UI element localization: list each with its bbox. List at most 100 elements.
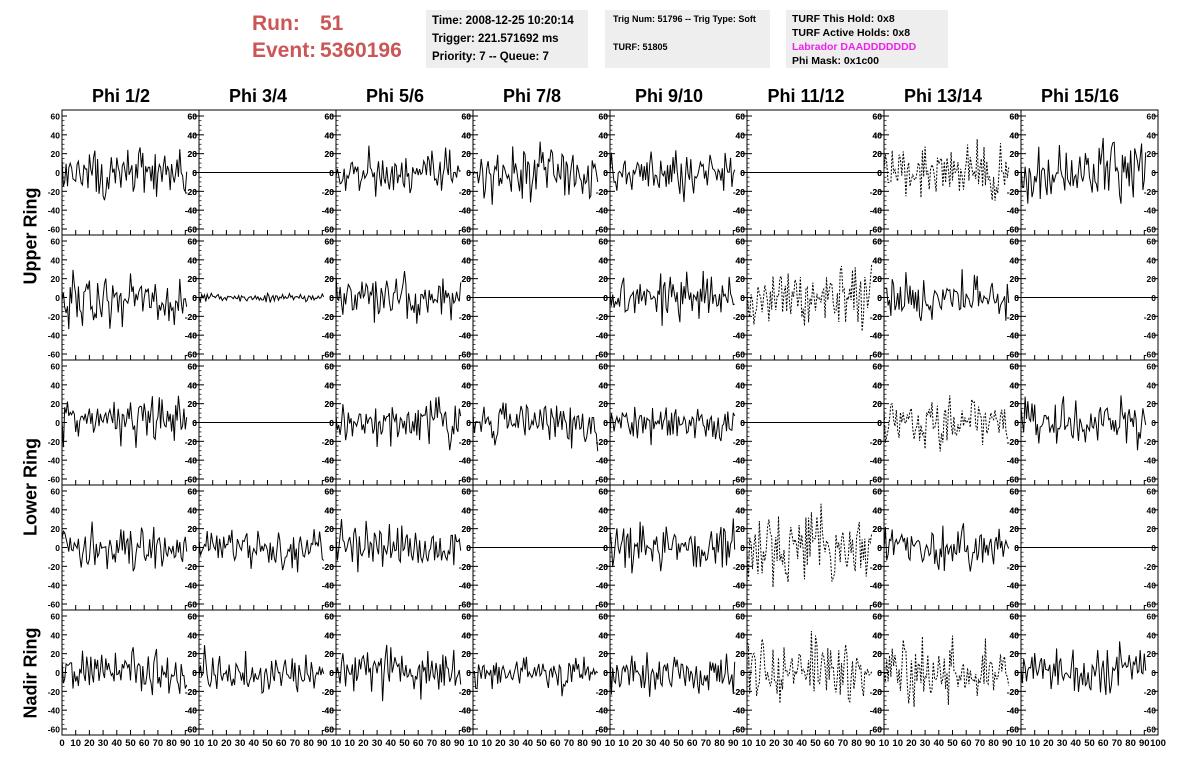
y-tick-label: 20 [325,399,335,409]
x-tick-label: 10 [344,738,355,749]
y-tick-label: 40 [462,130,472,140]
y-tick-label: 0 [466,168,471,178]
y-tick-label: 20 [873,274,883,284]
y-tick-label: 60 [1147,362,1157,372]
y-tick-label: 60 [873,112,883,122]
y-tick-label: -40 [48,706,61,716]
panel-r2-c1: -60 -60 -40 -40 -20 -20 0 0 20 20 40 40 60 60 [185,359,337,486]
y-tick-label: -60 [870,725,883,735]
y-tick-label: 40 [325,255,335,265]
x-tick-label: 40 [1071,738,1082,749]
y-tick-label: 20 [462,649,472,659]
y-tick-label: -60 [459,350,472,360]
run-label: Run: [252,12,300,35]
y-tick-label: -40 [459,206,472,216]
y-tick-label: 40 [51,380,61,390]
y-tick-label: -60 [1007,600,1020,610]
x-tick-label: 80 [714,738,725,749]
y-tick-label: -40 [185,706,198,716]
y-tick-label: 0 [1014,543,1019,553]
y-tick-label: 60 [462,237,472,247]
y-tick-label: 40 [1147,630,1157,640]
y-tick-label: -60 [48,600,61,610]
y-tick-label: -40 [322,456,335,466]
y-tick-label: 40 [188,630,198,640]
x-tick-label: 90 [317,738,328,749]
y-tick-label: -60 [459,475,472,485]
y-tick-label: -20 [459,437,472,447]
y-tick-label: 0 [740,668,745,678]
y-tick-label: -40 [1007,456,1020,466]
y-tick-label: -20 [733,312,746,322]
y-tick-label: -20 [459,687,472,697]
y-tick-label: 60 [599,362,609,372]
y-tick-label: 0 [603,168,608,178]
y-tick-label: 0 [740,668,745,678]
panel-r1-c3: -60 -60 -40 -40 -20 -20 0 0 20 20 40 40 60 60 [459,234,611,361]
y-tick-label: -60 [1007,225,1020,235]
y-tick-label: -20 [48,437,61,447]
panel-frame [198,484,337,611]
y-tick-label: -20 [870,562,883,572]
y-tick-label: 40 [325,505,335,515]
x-tick-label: 50 [810,738,821,749]
y-tick-label: -60 [185,225,198,235]
y-tick-label: 40 [599,630,609,640]
waveform-line [61,269,188,330]
y-tick-label: 0 [192,543,197,553]
turf-text: TURF: 51805 [613,42,668,52]
waveform-line [609,518,736,574]
y-tick-label: -20 [185,437,198,447]
labrador-text: Labrador DAADDDDDDD [792,41,917,53]
panel-r0-c4: -60 -60 -40 -40 -20 -20 0 0 20 20 40 40 60 60 [596,109,748,236]
y-tick-label: -20 [185,687,198,697]
y-tick-label: 0 [192,168,197,178]
y-tick-label: 40 [188,255,198,265]
y-tick-label: -20 [459,187,472,197]
panel-frame [609,109,748,236]
y-tick-label: -20 [596,562,609,572]
x-tick-label: 40 [249,738,260,749]
y-tick-label: -40 [1007,581,1020,591]
y-tick-label: 40 [736,505,746,515]
y-tick-label: -20 [185,187,198,197]
y-tick-label: 0 [740,543,745,553]
x-tick-label: 10 [194,738,205,749]
y-tick-label: -40 [1007,456,1020,466]
y-tick-label: 40 [873,630,883,640]
y-tick-label: -20 [596,187,609,197]
waveform-line [472,402,599,452]
y-tick-label: 20 [188,524,198,534]
panel-r4-c2: -60 -60 -40 -40 -20 -20 0 0 20 20 40 40 60 60 [322,609,474,736]
y-tick-label: 40 [1147,505,1157,515]
y-tick-label: -40 [870,331,883,341]
y-tick-label: 60 [873,362,883,372]
x-tick-label: 30 [235,738,246,749]
x-tick-label: 0 [59,738,64,749]
y-tick-label: 40 [325,130,335,140]
x-tick-label: 50 [262,738,273,749]
y-tick-label: -20 [870,187,883,197]
col-title-phi-11-12: Phi 11/12 [767,86,845,106]
y-tick-label: -40 [1007,706,1020,716]
y-tick-label: 20 [188,149,198,159]
y-tick-label: -40 [322,581,335,591]
y-tick-label: -60 [185,225,198,235]
y-tick-label: 20 [51,274,61,284]
y-tick-label: -60 [733,475,746,485]
y-tick-label: -20 [596,187,609,197]
y-tick-label: 40 [188,130,198,140]
y-tick-label: 20 [873,149,883,159]
y-tick-label: 20 [873,399,883,409]
y-tick-label: 60 [599,112,609,122]
y-tick-label: 60 [188,487,198,497]
turf-active-text: TURF Active Holds: 0x8 [792,27,911,39]
y-tick-label: -40 [1007,331,1020,341]
y-tick-label: -20 [870,187,883,197]
panel-r2-c4: -60 -60 -40 -40 -20 -20 0 0 20 20 40 40 60 60 [596,359,748,486]
y-tick-label: 20 [873,524,883,534]
x-tick-label: 10 [1016,738,1027,749]
waveform-line [609,150,736,202]
y-tick-label: -20 [459,187,472,197]
y-tick-label: -20 [870,562,883,572]
